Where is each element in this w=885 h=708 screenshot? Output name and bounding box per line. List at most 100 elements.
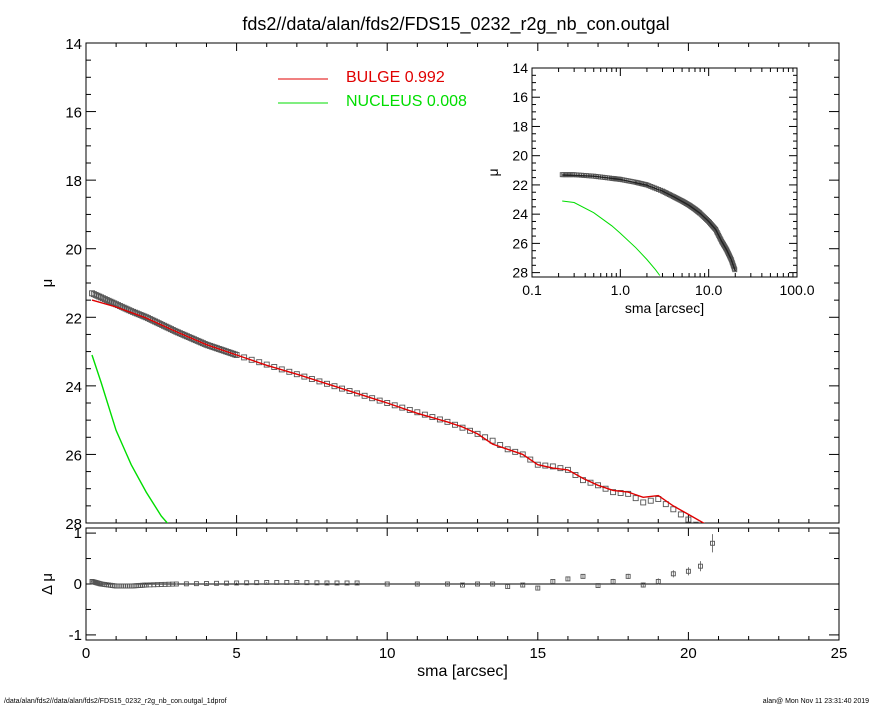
residual-point	[580, 573, 586, 579]
residual-x-tick-label: 20	[680, 645, 697, 662]
residual-point	[710, 540, 715, 546]
main-panel: 14 16 18 20 22 24 26 28 μ BULGE 0.992 NUCLEUS 0.00…	[39, 36, 840, 533]
inset-y-tick-label: 28	[512, 265, 528, 281]
inset-y-tick-label: 26	[512, 235, 528, 251]
main-data-point	[308, 376, 315, 382]
legend-entry: BULGE 0.992	[346, 69, 445, 86]
residual-point	[354, 580, 360, 586]
main-data-point	[617, 490, 624, 496]
residual-y-tick-label: 0	[74, 576, 82, 593]
residual-point	[565, 576, 571, 582]
main-data-point	[692, 521, 699, 523]
inset-y-tick-label: 16	[512, 89, 528, 105]
main-data-point	[105, 297, 112, 304]
inset-plot-area	[559, 172, 738, 276]
main-data-point	[96, 293, 103, 300]
residual-point	[274, 580, 280, 585]
residual-point	[595, 583, 601, 588]
main-data-point	[610, 489, 617, 496]
main-data-point	[384, 400, 391, 406]
main-data-point	[467, 427, 473, 434]
main-data-point	[497, 442, 504, 448]
main-data-point	[662, 501, 669, 508]
inset-y-tick-label: 18	[512, 118, 528, 134]
residual-point	[490, 581, 496, 587]
residual-point	[414, 581, 420, 587]
residual-point	[550, 579, 556, 584]
inset-y-tick-label: 24	[512, 206, 528, 222]
residual-point	[625, 573, 631, 579]
residual-point	[697, 563, 703, 569]
main-data-point	[339, 385, 345, 392]
residual-point	[670, 571, 676, 577]
residual-point	[610, 579, 616, 584]
main-data-point	[512, 448, 519, 455]
main-data-point	[677, 511, 684, 518]
residual-point	[685, 568, 691, 574]
main-data-point	[670, 506, 677, 513]
inset-x-tick-label: 10.0	[695, 282, 722, 298]
residual-y-axis-label: Δ μ	[39, 573, 56, 595]
residual-point	[254, 580, 260, 586]
main-data-point	[361, 392, 368, 399]
inset-y-tick-label: 22	[512, 177, 528, 193]
residual-point	[324, 580, 330, 586]
residual-point	[204, 581, 209, 586]
main-data-point	[632, 495, 639, 502]
residual-point	[444, 581, 450, 587]
main-y-tick-label: 26	[65, 447, 82, 464]
main-data-point	[324, 380, 330, 387]
main-data-point	[233, 352, 240, 358]
main-y-tick-label: 28	[65, 516, 82, 533]
main-data-point	[655, 496, 662, 502]
main-y-tick-label: 20	[65, 242, 82, 259]
residual-x-tick-label: 25	[831, 645, 848, 662]
residual-x-axis-label: sma [arcsec]	[417, 663, 508, 680]
residual-point	[183, 581, 189, 587]
residual-point	[214, 580, 219, 586]
residual-x-tick-label: 0	[82, 645, 90, 662]
residual-point	[234, 580, 240, 586]
main-y-tick-label: 18	[65, 173, 82, 190]
residual-x-tick-label: 15	[529, 645, 546, 662]
main-data-point	[376, 397, 383, 404]
residual-point	[344, 580, 350, 586]
footer-file-path: /data/alan/fds2//data/alan/fds2/FDS15_02…	[4, 698, 227, 705]
main-data-point	[331, 383, 338, 390]
main-y-axis-label: μ	[39, 279, 56, 288]
residual-x-tick-label: 10	[379, 645, 396, 662]
main-data-point	[369, 395, 376, 402]
main-data-point	[109, 299, 116, 306]
residual-point	[640, 582, 646, 588]
main-data-point	[647, 497, 654, 504]
residual-point	[264, 580, 270, 585]
main-data-point	[316, 378, 323, 385]
residual-point	[475, 581, 481, 587]
main-data-point	[230, 350, 237, 357]
inset-x-tick-label: 0.1	[522, 282, 542, 298]
main-data-point	[94, 292, 101, 299]
main-data-point	[107, 298, 114, 305]
inset-bulge-line	[562, 174, 736, 272]
main-data-point	[231, 351, 238, 358]
inset-panel: 0.1 1.0 10.0 100.0 14 16 18 20 22 24 26 28 μ sma [arc…	[485, 60, 815, 316]
main-y-tick-label: 16	[65, 105, 82, 122]
inset-y-axis-label: μ	[485, 168, 501, 176]
main-data-point	[549, 463, 556, 470]
main-y-tick-label: 14	[65, 36, 82, 53]
residual-point	[384, 581, 390, 587]
residual-y-tick-label: 1	[74, 525, 82, 542]
main-data-point	[640, 499, 647, 506]
main-data-point	[98, 294, 105, 301]
main-data-point	[504, 446, 511, 453]
inset-x-tick-label: 100.0	[779, 282, 814, 298]
residual-point	[314, 580, 320, 586]
main-y-tick-label: 24	[65, 379, 82, 396]
main-data-point	[625, 490, 632, 497]
inset-nucleus-line	[562, 200, 661, 276]
main-data-point	[685, 516, 692, 523]
legend-entry: NUCLEUS 0.008	[346, 93, 467, 110]
chart-title: fds2//data/alan/fds2/FDS15_0232_r2g_nb_c…	[242, 14, 669, 35]
